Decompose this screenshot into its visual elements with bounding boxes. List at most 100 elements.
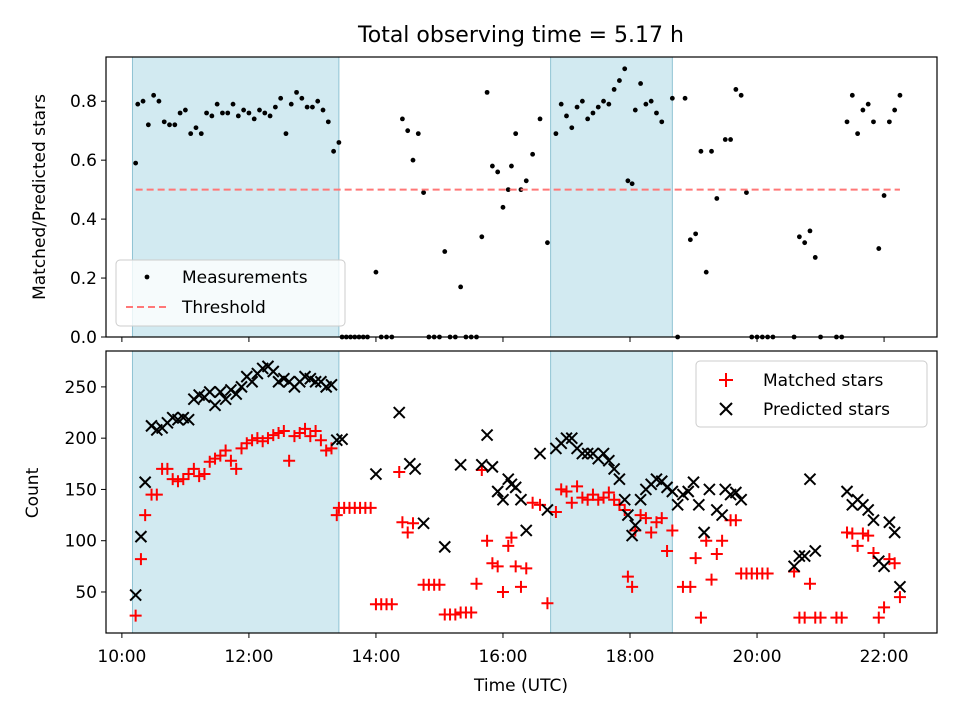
measurement-point (336, 140, 342, 145)
measurement-point (876, 246, 882, 251)
measurement-point (267, 113, 273, 119)
matched-star-point (150, 488, 163, 501)
predicted-star-point (309, 375, 322, 388)
predicted-star-point (393, 406, 406, 419)
bottom-panel: 50 100 150 200 250 10:00 12:00 14:00 16:00 18:00… (23, 350, 938, 696)
measurement-point (558, 101, 564, 107)
matched-star-point (330, 509, 343, 522)
matched-star-point (835, 611, 848, 624)
measurement-point (855, 131, 861, 137)
measurement-point (151, 92, 157, 98)
predicted-star-point (666, 485, 679, 498)
measurement-point (648, 98, 654, 104)
measurement-point (643, 101, 649, 107)
matched-star-point (449, 608, 462, 621)
predicted-star-point (230, 387, 243, 401)
measurement-point (167, 122, 172, 128)
predicted-star-point (475, 458, 489, 472)
measurement-point (283, 131, 289, 137)
matched-star-point (277, 424, 290, 437)
top-shaded-interval (550, 56, 673, 338)
legend-matched-marker (719, 373, 733, 387)
measurement-point (479, 234, 485, 240)
matched-star-point (514, 580, 527, 593)
matched-star-point (814, 611, 827, 624)
matched-star-point (214, 449, 227, 462)
matched-star-point (396, 516, 409, 529)
matched-star-point (862, 529, 875, 542)
measurement-point (629, 181, 635, 187)
measurement-point (182, 107, 188, 113)
predicted-star-point (514, 493, 528, 506)
matched-star-point (639, 512, 652, 525)
matched-star-point (597, 491, 610, 504)
measurement-point (622, 66, 628, 72)
measurement-point (304, 104, 310, 110)
matched-star-point (888, 557, 901, 570)
matched-star-point (505, 531, 518, 544)
measurement-point (698, 148, 704, 154)
measurement-point (484, 89, 490, 95)
measurement-point (133, 160, 139, 166)
bot-y-tick-label: 50 (75, 583, 97, 603)
measurement-point (682, 95, 688, 101)
predicted-star-point (486, 460, 499, 474)
measurement-point (177, 110, 183, 116)
predicted-star-point (793, 549, 806, 563)
predicted-star-point (491, 485, 504, 498)
matched-star-point (496, 585, 509, 598)
matched-star-point (872, 611, 885, 624)
matched-star-point (171, 475, 184, 488)
matched-star-point (219, 444, 232, 457)
matched-star-point (314, 434, 327, 447)
predicted-star-point (613, 472, 626, 486)
matched-star-point (393, 466, 406, 479)
measurement-point (458, 284, 464, 290)
measurement-point (331, 148, 336, 154)
measurement-point (703, 269, 709, 275)
measurement-point (320, 107, 326, 113)
matched-star-point (385, 598, 398, 611)
predicted-star-point (581, 447, 594, 460)
measurement-point (897, 92, 903, 98)
predicted-star-point (877, 560, 891, 573)
measurement-point (654, 110, 659, 116)
measurement-point (278, 95, 284, 101)
matched-star-point (798, 611, 811, 624)
predicted-star-point (703, 483, 716, 496)
measurement-point (241, 107, 247, 113)
measurement-point (299, 95, 305, 101)
predicted-star-point (496, 493, 510, 506)
x-tick-label: 16:00 (478, 647, 527, 667)
predicted-star-point (888, 526, 901, 539)
x-tick-label: 10:00 (97, 647, 146, 667)
matched-star-point (246, 434, 259, 447)
bottom-y-axis-label: Count (23, 467, 43, 518)
measurement-point (257, 107, 262, 113)
measurement-point (802, 240, 808, 246)
predicted-star-point (893, 580, 907, 594)
matched-star-point (666, 524, 679, 537)
matched-star-point (364, 501, 377, 514)
measurement-point (156, 98, 162, 104)
predicted-star-point (883, 516, 896, 529)
predicted-star-point (692, 498, 706, 512)
predicted-star-point (134, 530, 148, 543)
measurement-point (204, 110, 209, 116)
measurement-point (687, 237, 693, 243)
matched-star-point (761, 567, 774, 580)
legend-measurements-label: Measurements (182, 268, 308, 288)
legend-threshold-label: Threshold (181, 298, 266, 318)
measurement-point (714, 196, 720, 201)
matched-star-point (224, 454, 237, 467)
matched-star-point (571, 480, 584, 493)
matched-star-point (803, 577, 816, 590)
measurement-point (537, 116, 543, 122)
measurement-point (595, 104, 601, 110)
predicted-star-point (335, 432, 349, 446)
predicted-star-point (408, 462, 422, 476)
measurement-point (209, 113, 215, 119)
matched-star-point (470, 577, 483, 590)
measurement-point (722, 137, 728, 142)
matched-star-point (661, 544, 674, 557)
